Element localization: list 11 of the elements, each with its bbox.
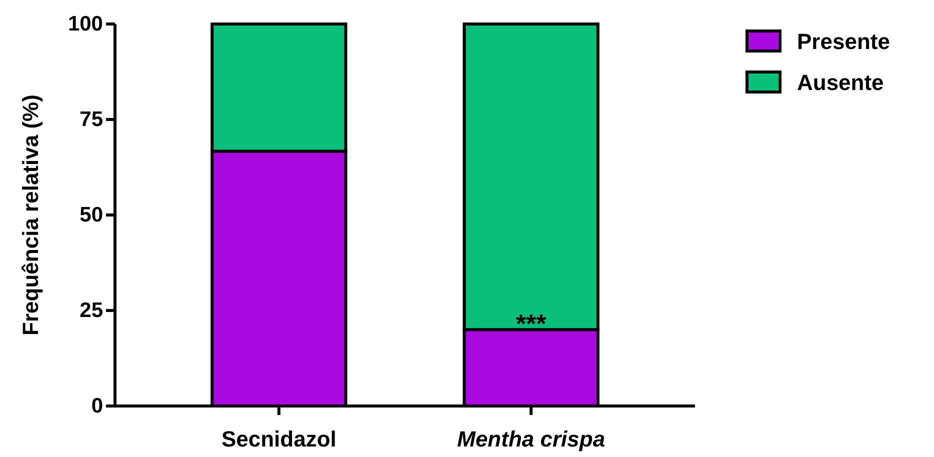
y-tick-label: 75 bbox=[80, 108, 104, 132]
y-axis-title: Frequência relativa (%) bbox=[18, 94, 43, 336]
legend-label: Presente bbox=[797, 29, 890, 54]
y-tick-label: 25 bbox=[80, 299, 104, 322]
x-tick-label: Mentha crispa bbox=[457, 426, 606, 452]
y-tick-label: 100 bbox=[68, 12, 103, 36]
y-tick-label: 0 bbox=[91, 394, 103, 418]
annotation: *** bbox=[516, 308, 548, 339]
y-tick-label: 50 bbox=[80, 204, 103, 227]
legend-label: Ausente bbox=[797, 70, 884, 95]
x-tick-label: Secnidazol bbox=[221, 426, 336, 452]
